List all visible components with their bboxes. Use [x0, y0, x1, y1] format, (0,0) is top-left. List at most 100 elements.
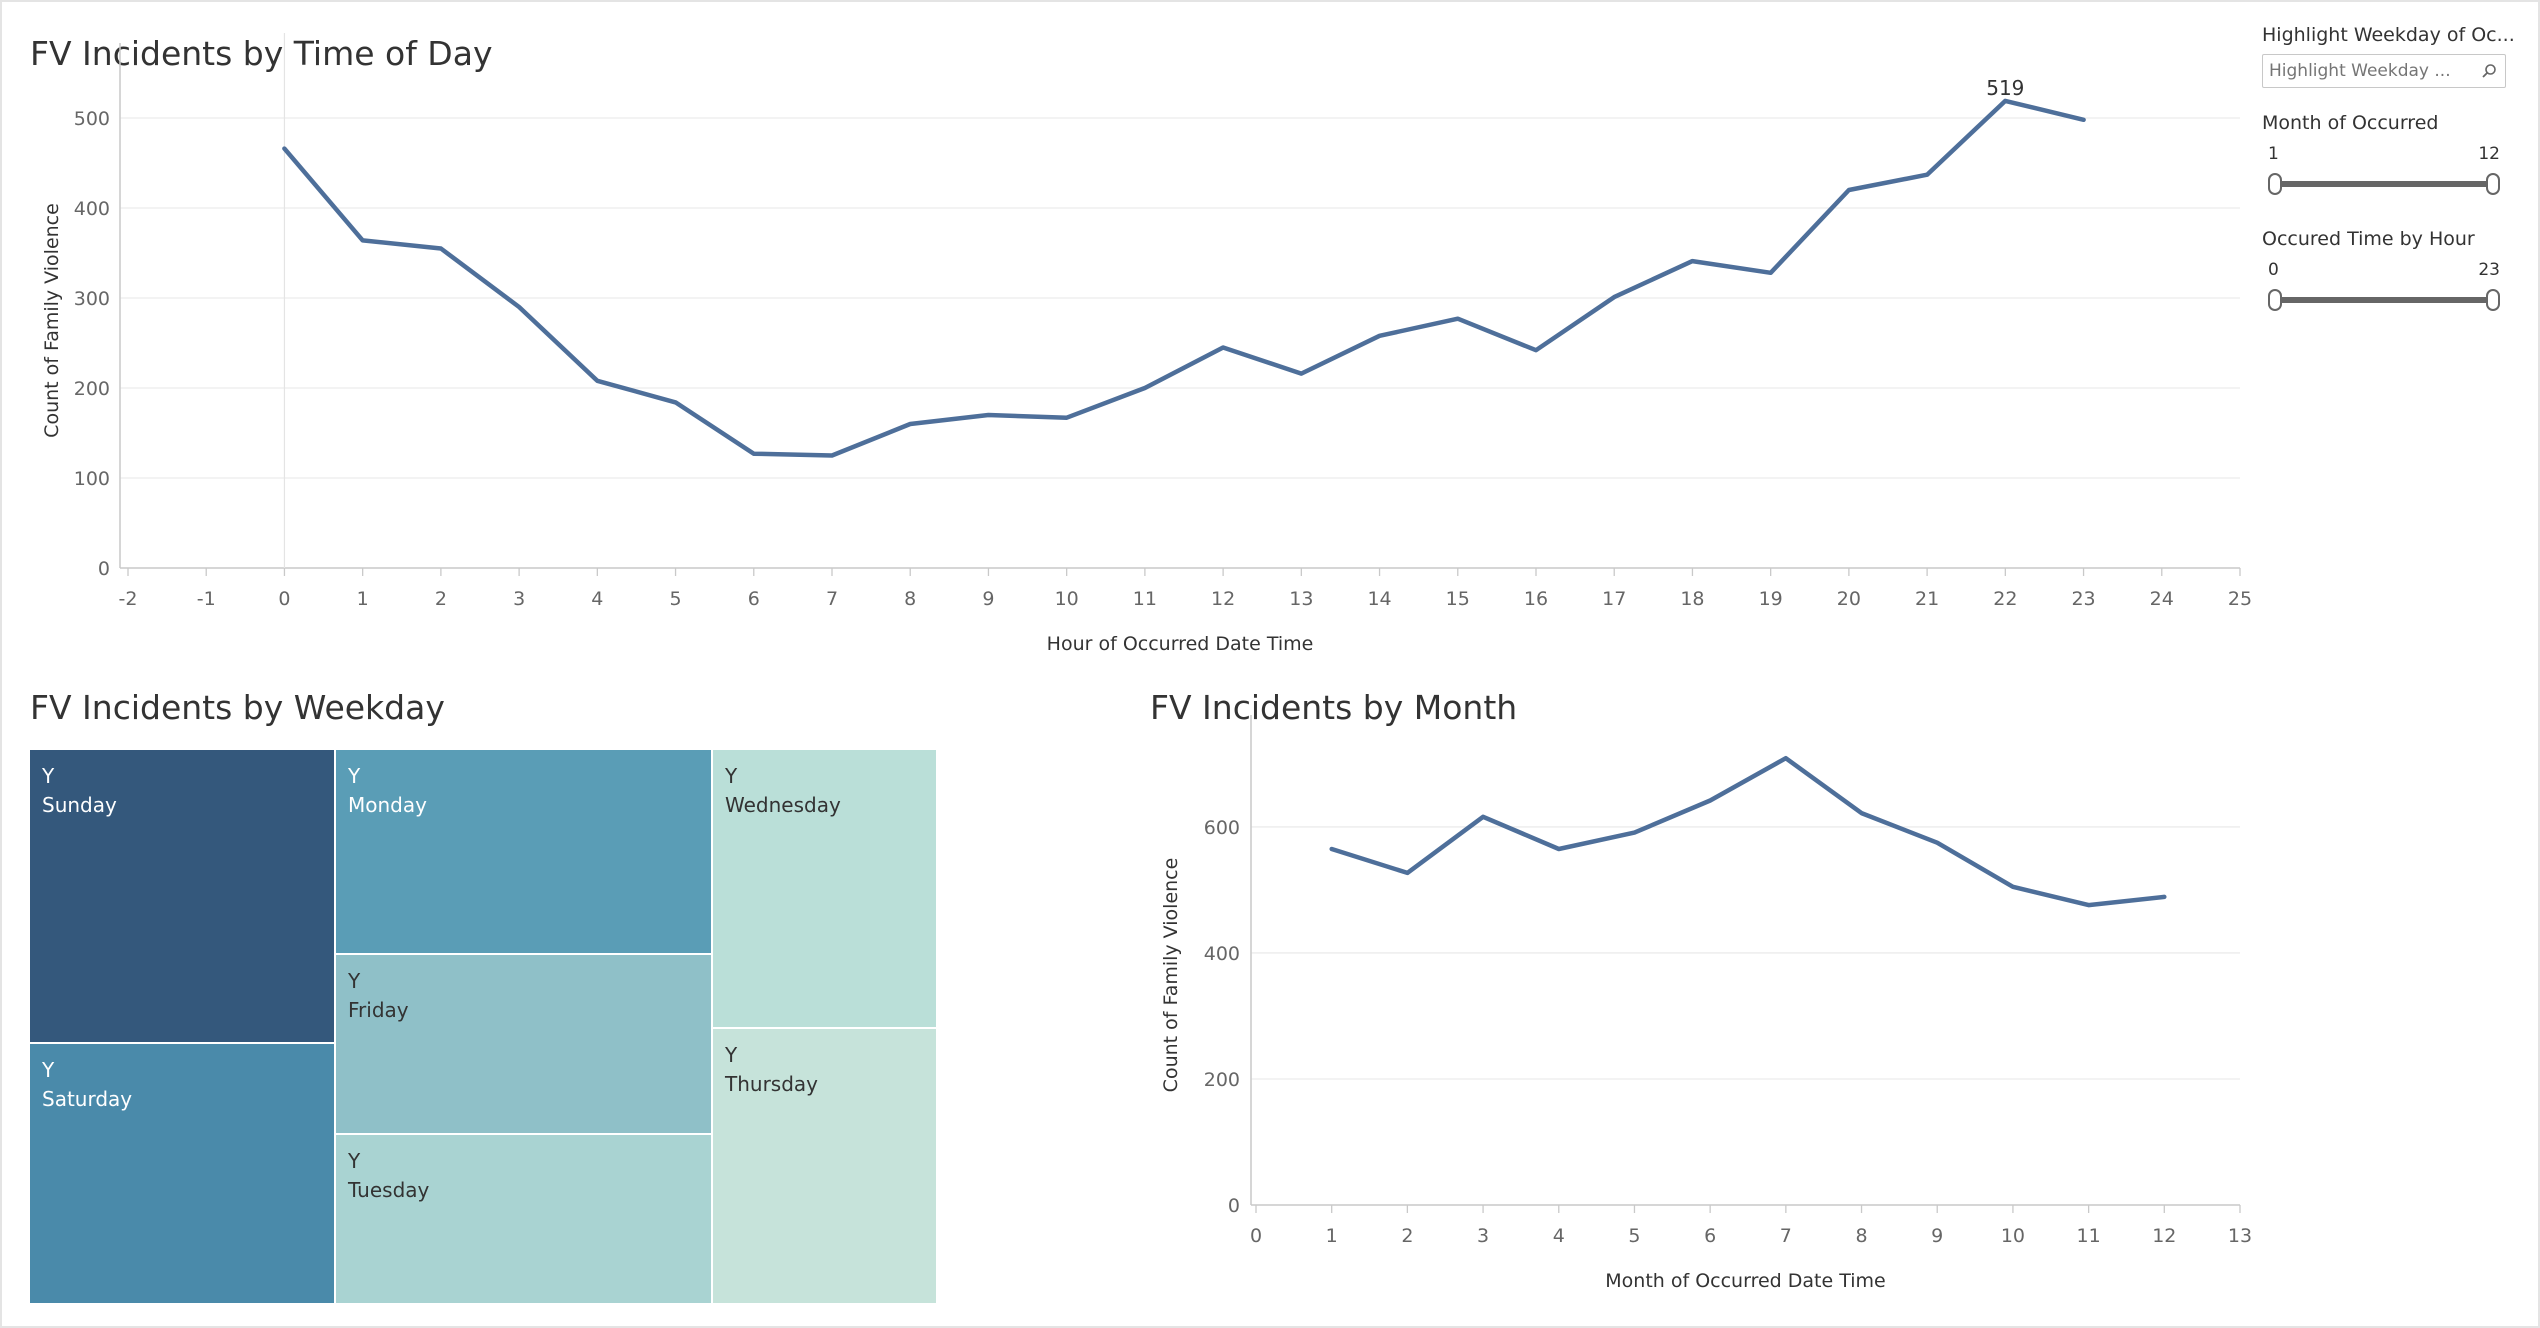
month-y-tick-label: 200 [1204, 1069, 1240, 1091]
hour-filter-title: Occured Time by Hour [2262, 228, 2475, 250]
month-data-point [2087, 903, 2091, 907]
time-y-tick-label: 0 [98, 558, 110, 580]
time-data-point [1925, 173, 1929, 177]
hour-range-track[interactable] [2274, 297, 2494, 303]
month-x-tick-label: 5 [1628, 1225, 1640, 1247]
time-chart-title: FV Incidents by Time of Day [30, 34, 493, 73]
time-x-tick-label: 25 [2228, 588, 2252, 610]
time-y-tick-label: 400 [74, 198, 110, 220]
month-y-tick-label: 0 [1228, 1195, 1240, 1217]
search-icon[interactable] [2481, 63, 2497, 79]
time-x-tick-label: 11 [1133, 588, 1157, 610]
time-x-tick-label: 14 [1367, 588, 1391, 610]
treemap-label-prefix: Y [348, 764, 361, 788]
time-data-point [517, 305, 521, 309]
treemap-cell-saturday[interactable]: Y Saturday [30, 1044, 336, 1305]
time-data-point [439, 247, 443, 250]
highlight-weekday-search[interactable] [2262, 54, 2506, 88]
treemap-cell-tuesday[interactable]: Y Tuesday [336, 1135, 713, 1305]
treemap-cell-sunday[interactable]: Y Sunday [30, 750, 336, 1044]
time-data-point [1299, 372, 1303, 376]
treemap-cell-wednesday[interactable]: Y Wednesday [713, 750, 938, 1029]
time-data-point [282, 147, 286, 151]
time-data-point [1769, 271, 1773, 275]
time-data-point [595, 379, 599, 383]
hour-range-slider[interactable]: 0 23 [2262, 260, 2506, 320]
weekday-treemap: Y Sunday Y Saturday Y Monday Y Friday Y Tuesday Y W… [30, 750, 938, 1305]
time-data-point [674, 400, 678, 404]
month-x-axis-title: Month of Occurred Date Time [1605, 1270, 1885, 1292]
time-x-tick-label: 10 [1055, 588, 1079, 610]
treemap-label: Y Monday [348, 762, 427, 820]
time-x-tick-label: 24 [2150, 588, 2174, 610]
month-data-point [1860, 811, 1864, 815]
month-data-point [1481, 815, 1485, 819]
month-y-tick-label: 400 [1204, 943, 1240, 965]
time-data-point [1456, 317, 1460, 321]
treemap-label: Y Friday [348, 967, 409, 1025]
time-data-point [2003, 99, 2007, 103]
month-x-tick-label: 2 [1401, 1225, 1413, 1247]
time-x-tick-label: 16 [1524, 588, 1548, 610]
time-data-point [361, 238, 365, 242]
time-x-tick-label: -2 [119, 588, 138, 610]
time-y-tick-label: 500 [74, 108, 110, 130]
weekday-chart-title: FV Incidents by Weekday [30, 688, 445, 727]
time-x-tick-label: 17 [1602, 588, 1626, 610]
time-x-tick-label: 2 [435, 588, 447, 610]
time-data-point [752, 452, 756, 456]
treemap-label-day: Monday [348, 793, 427, 817]
month-range-handle-min[interactable] [2268, 173, 2282, 195]
time-data-point [1065, 416, 1069, 420]
time-data-point [1378, 334, 1382, 338]
month-range-handle-max[interactable] [2486, 173, 2500, 195]
month-x-tick-label: 11 [2077, 1225, 2101, 1247]
treemap-cell-monday[interactable]: Y Monday [336, 750, 713, 955]
time-data-point [830, 454, 834, 457]
hour-range-handle-max[interactable] [2486, 289, 2500, 311]
time-x-tick-label: -1 [197, 588, 216, 610]
month-x-tick-label: 3 [1477, 1225, 1489, 1247]
time-data-point [2082, 118, 2086, 122]
month-y-tick-label: 600 [1204, 817, 1240, 839]
month-x-tick-label: 12 [2152, 1225, 2176, 1247]
month-range-max: 12 [2478, 144, 2500, 164]
time-x-tick-label: 6 [748, 588, 760, 610]
time-x-tick-label: 4 [591, 588, 603, 610]
month-x-tick-label: 8 [1855, 1225, 1867, 1247]
treemap-label-prefix: Y [725, 764, 738, 788]
month-data-point [1784, 756, 1788, 760]
month-range-track[interactable] [2274, 181, 2494, 187]
time-y-tick-label: 100 [74, 468, 110, 490]
month-data-point [1405, 871, 1409, 875]
time-data-point [1221, 346, 1225, 349]
month-x-tick-label: 0 [1250, 1225, 1262, 1247]
time-x-tick-label: 23 [2071, 588, 2095, 610]
month-data-point [1557, 847, 1561, 851]
time-x-tick-label: 3 [513, 588, 525, 610]
month-range-slider[interactable]: 1 12 [2262, 144, 2506, 204]
highlight-weekday-input[interactable] [2269, 56, 2479, 86]
treemap-cell-friday[interactable]: Y Friday [336, 955, 713, 1135]
time-y-axis-title: Count of Family Violence [41, 203, 63, 438]
time-y-tick-label: 300 [74, 288, 110, 310]
time-x-tick-label: 18 [1680, 588, 1704, 610]
treemap-label-day: Saturday [42, 1087, 133, 1111]
time-series-line [282, 98, 2086, 458]
treemap-label: Y Thursday [725, 1041, 818, 1099]
time-x-tick-label: 22 [1993, 588, 2017, 610]
highlight-weekday-title: Highlight Weekday of Oc... [2262, 24, 2515, 46]
time-x-tick-label: 0 [278, 588, 290, 610]
treemap-label-prefix: Y [42, 764, 55, 788]
hour-range-max: 23 [2478, 260, 2500, 280]
treemap-cell-thursday[interactable]: Y Thursday [713, 1029, 938, 1305]
hour-range-handle-min[interactable] [2268, 289, 2282, 311]
month-x-tick-label: 4 [1553, 1225, 1565, 1247]
month-data-point [1935, 841, 1939, 845]
treemap-label-day: Wednesday [725, 793, 841, 817]
time-x-tick-label: 13 [1289, 588, 1313, 610]
month-chart-title: FV Incidents by Month [1150, 688, 1518, 727]
time-data-point [908, 422, 912, 426]
